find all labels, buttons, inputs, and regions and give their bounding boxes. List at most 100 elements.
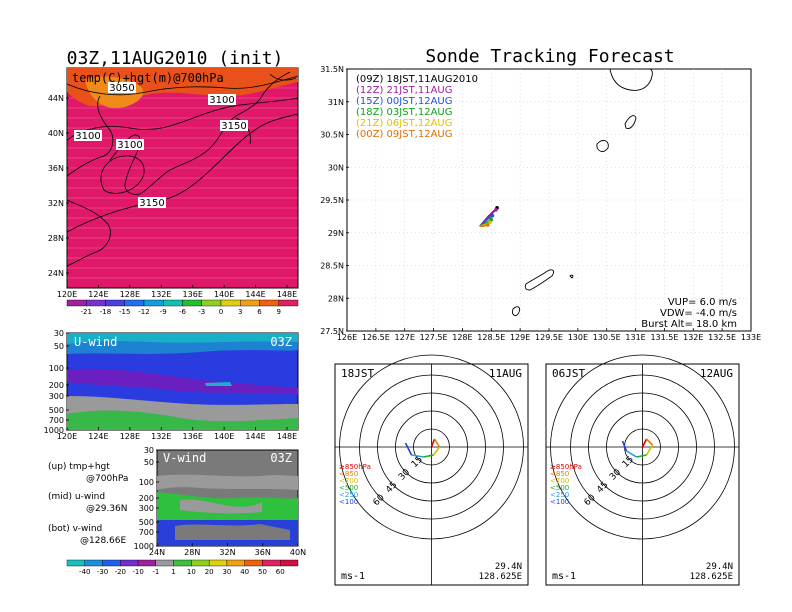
track-end-point xyxy=(494,208,498,212)
u-lon-label: 128E xyxy=(120,432,140,441)
temp-colorbar-swatch xyxy=(220,299,241,307)
wind-colorbar-swatch xyxy=(226,559,245,567)
v-pressure-label: 700 xyxy=(139,528,154,537)
note-bot: (bot) v-wind xyxy=(48,524,102,534)
hodograph-trace xyxy=(433,438,441,448)
hodograph-legend-entry: <250 xyxy=(339,491,358,499)
track-lon-label: 126.5E xyxy=(362,333,390,342)
wind-colorbar-label: 60 xyxy=(276,568,285,576)
wind-colorbar-swatch xyxy=(191,559,210,567)
track-lon-label: 132E xyxy=(683,333,703,342)
temp-colorbar-label: -12 xyxy=(138,308,149,316)
wind-colorbar-label: 1 xyxy=(171,568,175,576)
track-legend-entry: (21Z) 06JST,12AUG xyxy=(356,118,453,129)
v-lat-label: 24N xyxy=(149,548,165,557)
track-lat-label: 29N xyxy=(328,229,344,238)
track-legend-entry: (12Z) 21JST,11AUG xyxy=(356,85,453,96)
u-pressure-label: 300 xyxy=(49,392,64,401)
hodograph-legend-entry: ≥850hPa xyxy=(550,463,582,471)
hodograph-legend-entry: <850 xyxy=(550,470,569,478)
note-bot-2: @128.66E xyxy=(80,536,126,546)
u-lon-label: 144E xyxy=(245,432,265,441)
v-wind-lat-axis: 24N 28N 32N 36N 40N xyxy=(149,543,306,557)
wind-colorbar-swatch xyxy=(120,559,139,567)
tracking-title: Sonde Tracking Forecast xyxy=(425,46,674,67)
hodograph-date: 11AUG xyxy=(489,367,522,380)
hodograph-trace xyxy=(621,440,628,452)
wind-colorbar-label: -30 xyxy=(97,568,108,576)
left-lon-label: 120E xyxy=(57,290,77,299)
track-lat-label: 29.5N xyxy=(320,196,344,205)
hodograph-trace xyxy=(645,438,654,446)
hodograph-trace xyxy=(641,438,648,448)
u-wind-label: U-wind xyxy=(74,335,117,349)
wind-colorbar-swatch xyxy=(155,559,174,567)
note-mid: (mid) u-wind xyxy=(48,492,105,502)
track-end-point xyxy=(488,220,492,225)
wind-colorbar-label: -40 xyxy=(79,568,90,576)
note-mid-2: @29.36N xyxy=(86,504,128,514)
v-pressure-label: 100 xyxy=(139,478,154,487)
track-lat-label: 30N xyxy=(328,163,344,172)
track-lon-label: 131.5E xyxy=(650,333,678,342)
left-map-lon-axis: 120E 124E 128E 132E 136E 140E 144E 148E xyxy=(57,285,297,299)
wind-colorbar-swatch xyxy=(137,559,157,567)
hodograph-lon: 128.625E xyxy=(690,572,733,582)
wind-colorbar-label: -1 xyxy=(152,568,159,576)
u-lon-label: 124E xyxy=(88,432,108,441)
wind-colorbar-swatch xyxy=(102,559,121,567)
v-wind-time: 03Z xyxy=(270,451,292,465)
temp-colorbar-label: -9 xyxy=(160,308,167,316)
u-wind-lon-axis: 120E 124E 128E 132E 136E 140E 144E 148E xyxy=(57,427,297,441)
wind-colorbar-swatch xyxy=(244,559,263,567)
wind-colorbar-swatch xyxy=(173,559,192,567)
left-lon-label: 140E xyxy=(214,290,234,299)
hodograph-date: 12AUG xyxy=(700,367,733,380)
left-lat-label: 36N xyxy=(48,164,64,173)
v-pressure-label: 30 xyxy=(144,446,154,455)
track-lon-label: 127.5E xyxy=(420,333,448,342)
hodograph-trace xyxy=(423,454,434,458)
note-up: (up) tmp+hgt xyxy=(48,462,110,472)
hodograph-trace xyxy=(645,444,654,456)
left-lon-label: 128E xyxy=(120,290,140,299)
tracking-lat-axis: 31.5N 31N 30.5N 30N 29.5N 29N 28.5N 28N 27.5N xyxy=(320,65,349,336)
track-lon-label: 128E xyxy=(452,333,472,342)
panel-notes: (up) tmp+hgt @700hPa (mid) u-wind @29.36… xyxy=(48,462,128,546)
u-pressure-label: 1000 xyxy=(44,426,64,435)
u-pressure-label: 100 xyxy=(49,364,64,373)
v-pressure-label: 1000 xyxy=(134,542,154,551)
u-pressure-label: 500 xyxy=(49,406,64,415)
temp-colorbar-swatch xyxy=(259,299,279,307)
track-lat-label: 28N xyxy=(328,294,344,303)
u-lon-label: 132E xyxy=(151,432,171,441)
track-lon-label: 132.5E xyxy=(708,333,736,342)
track-end-point xyxy=(490,213,495,218)
track-legend-entry: (00Z) 09JST,12AUG xyxy=(356,129,453,140)
u-lon-label: 136E xyxy=(183,432,203,441)
left-lat-label: 24N xyxy=(48,269,64,278)
wind-colorbar-label: 10 xyxy=(187,568,196,576)
temp-colorbar-label: 0 xyxy=(219,308,223,316)
track-lat-label: 30.5N xyxy=(320,131,344,140)
hodograph-legend-entry: <700 xyxy=(339,477,358,485)
hodograph-trace xyxy=(430,438,436,448)
temp-colorbar-swatch xyxy=(240,299,260,307)
temp-colorbar-label: 6 xyxy=(257,308,262,316)
v-pressure-label: 500 xyxy=(139,518,154,527)
wind-colorbar-swatch xyxy=(208,559,228,567)
track-legend-entry: (15Z) 00JST,12AUG xyxy=(356,96,453,107)
wind-colorbar-label: 30 xyxy=(222,568,231,576)
hodograph-trace xyxy=(636,454,647,458)
temp-colorbar-swatch xyxy=(66,299,87,307)
v-lat-label: 28N xyxy=(184,548,200,557)
contour-label: 3100 xyxy=(117,140,142,151)
hodograph-legend-entry: <700 xyxy=(550,477,569,485)
u-lon-label: 120E xyxy=(57,432,77,441)
temp-colorbar-swatch xyxy=(201,299,222,307)
tracking-map: (09Z) 18JST,11AUG2010(12Z) 21JST,11AUG(1… xyxy=(346,68,752,332)
wind-colorbar-swatch xyxy=(262,559,281,567)
track-lat-label: 27.5N xyxy=(320,327,344,336)
